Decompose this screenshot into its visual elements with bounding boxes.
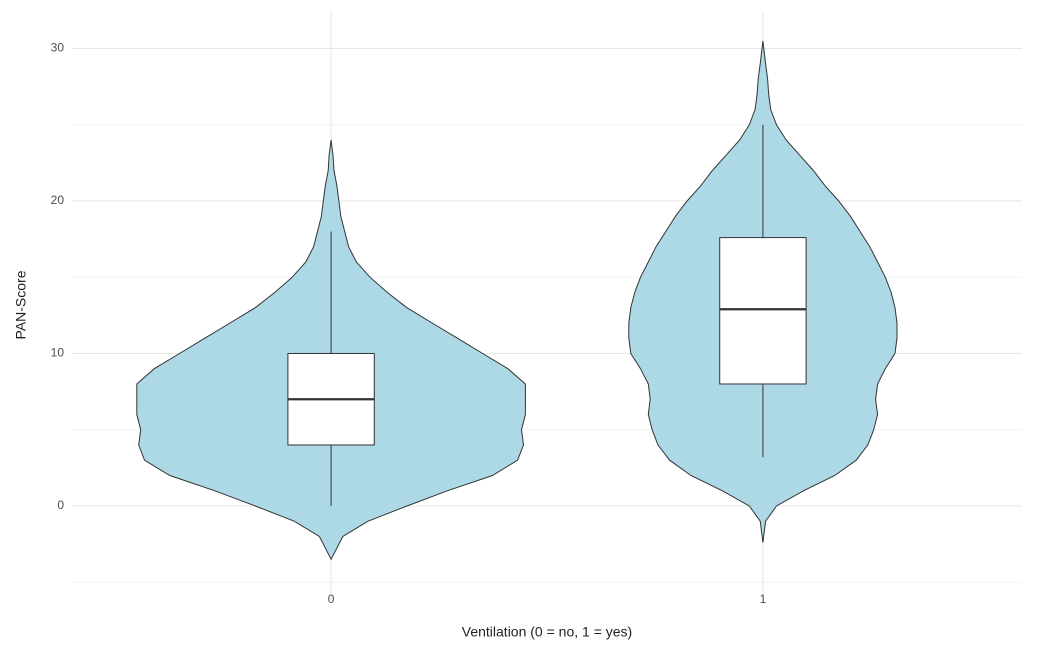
y-tick-label: 30 (51, 41, 65, 55)
x-tick-label: 0 (328, 592, 335, 606)
x-tick-label: 1 (760, 592, 767, 606)
y-tick-label: 20 (51, 193, 65, 207)
y-tick-label: 10 (51, 346, 65, 360)
y-tick-label: 0 (57, 498, 64, 512)
box (719, 237, 807, 385)
plot (136, 40, 898, 561)
y-axis-title: PAN-Score (13, 270, 29, 339)
x-axis-title: Ventilation (0 = no, 1 = yes) (462, 624, 632, 640)
